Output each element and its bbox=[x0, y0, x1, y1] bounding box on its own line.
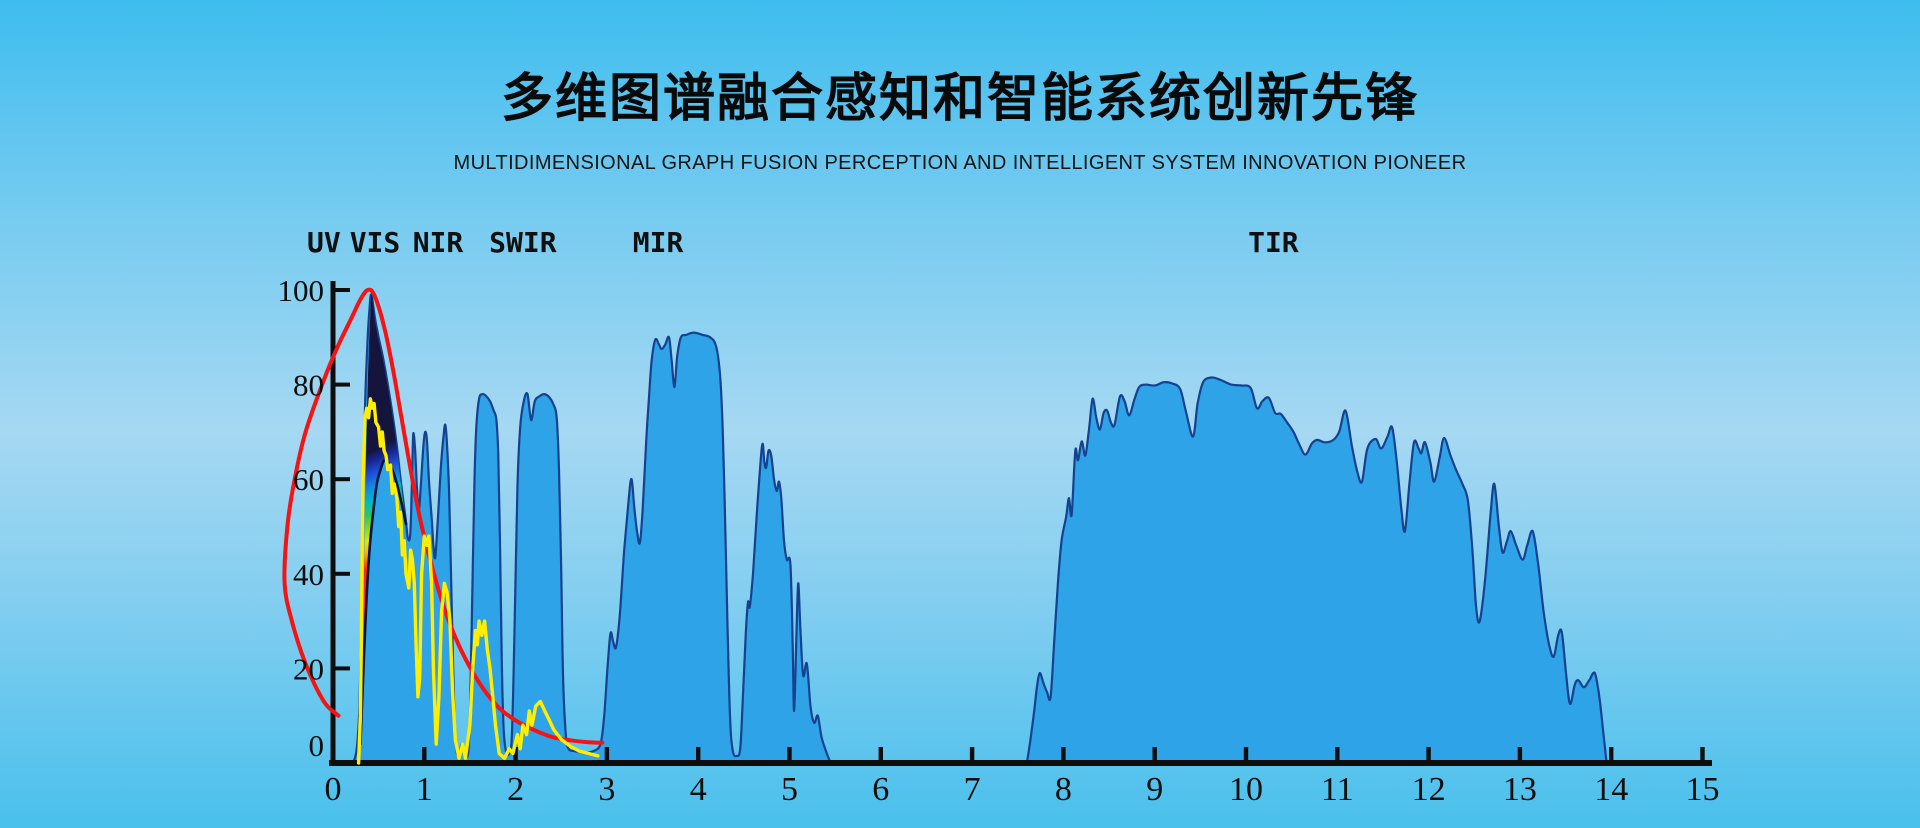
x-tick-9 bbox=[1152, 747, 1157, 760]
vis-band-transmission-curve bbox=[359, 458, 408, 746]
x-tick-label-3: 3 bbox=[598, 771, 615, 808]
y-tick-60 bbox=[335, 477, 350, 482]
x-tick-label-8: 8 bbox=[1055, 771, 1072, 808]
x-tick-label-2: 2 bbox=[507, 771, 524, 808]
band-label-uv: UV bbox=[307, 226, 341, 259]
x-axis-line bbox=[329, 760, 1712, 766]
solar-irradiance-at-ground bbox=[356, 397, 600, 765]
x-tick-12 bbox=[1426, 747, 1431, 760]
atmospheric-transmission-tir bbox=[1025, 376, 1608, 765]
atmospheric-transmission-uv-vis-nir-swir-mir bbox=[352, 293, 832, 765]
x-tick-14 bbox=[1609, 747, 1614, 760]
y-tick-label-80: 80 bbox=[293, 368, 324, 403]
x-tick-13 bbox=[1517, 747, 1523, 760]
band-label-vis: VIS bbox=[350, 226, 401, 259]
x-tick-15 bbox=[1700, 747, 1705, 760]
y-tick-label-0: 0 bbox=[309, 728, 325, 763]
x-tick-10 bbox=[1243, 747, 1249, 760]
x-tick-label-11: 11 bbox=[1321, 771, 1354, 808]
solar-blackbody-envelope bbox=[282, 287, 605, 745]
x-tick-label-1: 1 bbox=[416, 771, 433, 808]
y-tick-label-40: 40 bbox=[293, 557, 324, 592]
y-tick-100 bbox=[335, 288, 350, 292]
x-tick-8 bbox=[1061, 747, 1066, 760]
y-tick-label-100: 100 bbox=[278, 273, 325, 308]
band-label-mir: MIR bbox=[633, 226, 684, 259]
x-tick-7 bbox=[969, 747, 975, 760]
band-label-nir: NIR bbox=[413, 226, 464, 259]
x-tick-label-5: 5 bbox=[781, 771, 798, 808]
x-tick-label-12: 12 bbox=[1412, 771, 1446, 808]
x-tick-label-13: 13 bbox=[1503, 771, 1537, 808]
band-labels-group: UV VIS NIR SWIR MIR TIR bbox=[307, 226, 1299, 259]
y-tick-80 bbox=[335, 382, 350, 387]
x-tick-label-15: 15 bbox=[1686, 771, 1720, 808]
transmission-windows-group bbox=[352, 293, 1608, 765]
page-title: 多维图谱融合感知和智能系统创新先锋 bbox=[500, 70, 1419, 128]
y-tick-20 bbox=[335, 666, 350, 671]
x-tick-label-9: 9 bbox=[1146, 771, 1163, 808]
band-label-swir: SWIR bbox=[489, 226, 557, 259]
x-tick-11 bbox=[1335, 747, 1340, 760]
y-tick-label-20: 20 bbox=[293, 651, 324, 686]
x-tick-label-6: 6 bbox=[872, 771, 889, 808]
axes-group bbox=[329, 281, 1712, 766]
x-tick-3 bbox=[604, 747, 610, 760]
x-tick-label-4: 4 bbox=[690, 771, 707, 808]
x-tick-1 bbox=[422, 747, 427, 760]
band-label-tir: TIR bbox=[1248, 226, 1299, 259]
y-axis-line bbox=[330, 281, 336, 766]
x-tick-label-14: 14 bbox=[1594, 771, 1628, 808]
x-tick-label-10: 10 bbox=[1229, 771, 1263, 808]
y-tick-40 bbox=[335, 571, 350, 576]
y-tick-label-60: 60 bbox=[293, 462, 324, 497]
x-tick-label-7: 7 bbox=[964, 771, 981, 808]
page-subtitle: MULTIDIMENSIONAL GRAPH FUSION PERCEPTION… bbox=[453, 152, 1467, 174]
x-tick-5 bbox=[787, 747, 792, 760]
x-tick-label-0: 0 bbox=[325, 771, 342, 808]
overlay-curves-group bbox=[282, 287, 605, 765]
x-tick-2 bbox=[513, 747, 518, 760]
x-tick-4 bbox=[696, 747, 701, 760]
x-tick-6 bbox=[878, 747, 883, 760]
